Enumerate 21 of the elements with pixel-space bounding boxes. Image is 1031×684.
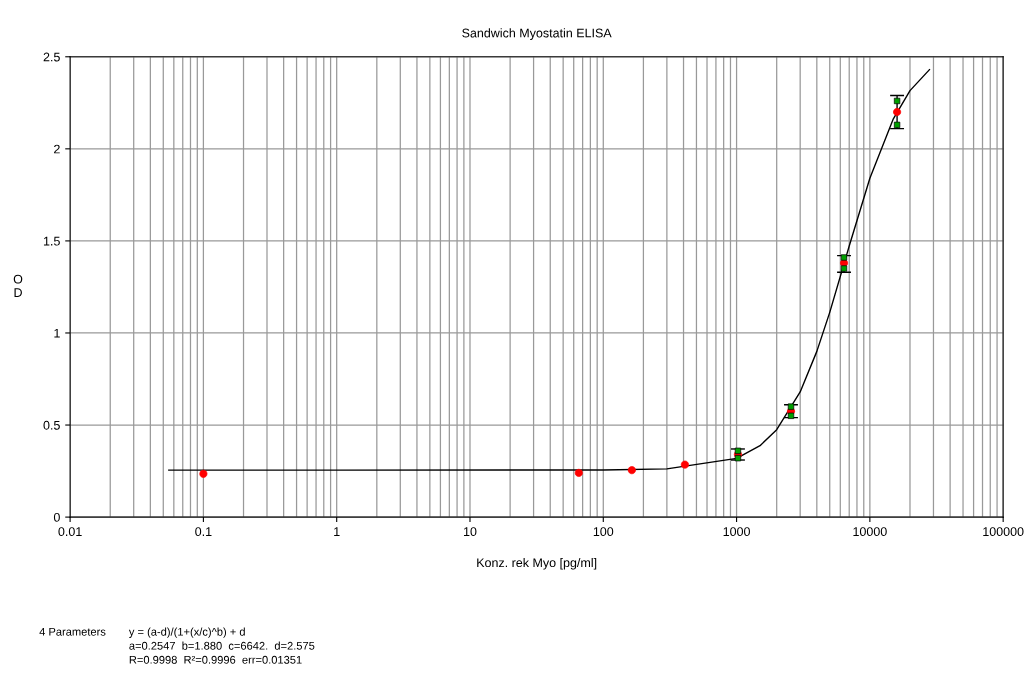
y-tick-label: 1 (54, 328, 60, 338)
y-tick-label: 0.5 (43, 420, 60, 430)
text: a=0.2547 b=1.880 c=6642. d=2.575 (129, 641, 315, 650)
x-tick-label: 100 (593, 527, 614, 537)
x-tick-label: 10000 (853, 527, 887, 537)
x-tick-label: 1000 (723, 527, 750, 537)
x-axis-title: Konz. rek Myo [pg/ml] (477, 557, 597, 570)
text: y = (a-d)/(1+(x/c)^b) + d (128, 627, 245, 638)
y-tick-label: 2 (54, 144, 60, 154)
x-tick-label: 100000 (983, 527, 1024, 537)
x-tick-label: 0.01 (58, 527, 82, 537)
text: 4 Parameters (39, 627, 106, 636)
x-tick-label: 10 (463, 527, 477, 537)
y-tick-label: 0 (53, 512, 60, 522)
y-axis-title: OD (13, 274, 23, 297)
x-tick-label: 1 (334, 527, 340, 536)
text: R=0.9998 R²=0.9996 err=0.01351 (129, 655, 302, 664)
chart-title: Sandwich Myostatin ELISA (462, 28, 612, 40)
y-tick-label: 1.5 (43, 236, 60, 246)
y-tick-label: 2.5 (43, 52, 60, 62)
x-tick-label: 0.1 (195, 527, 212, 537)
